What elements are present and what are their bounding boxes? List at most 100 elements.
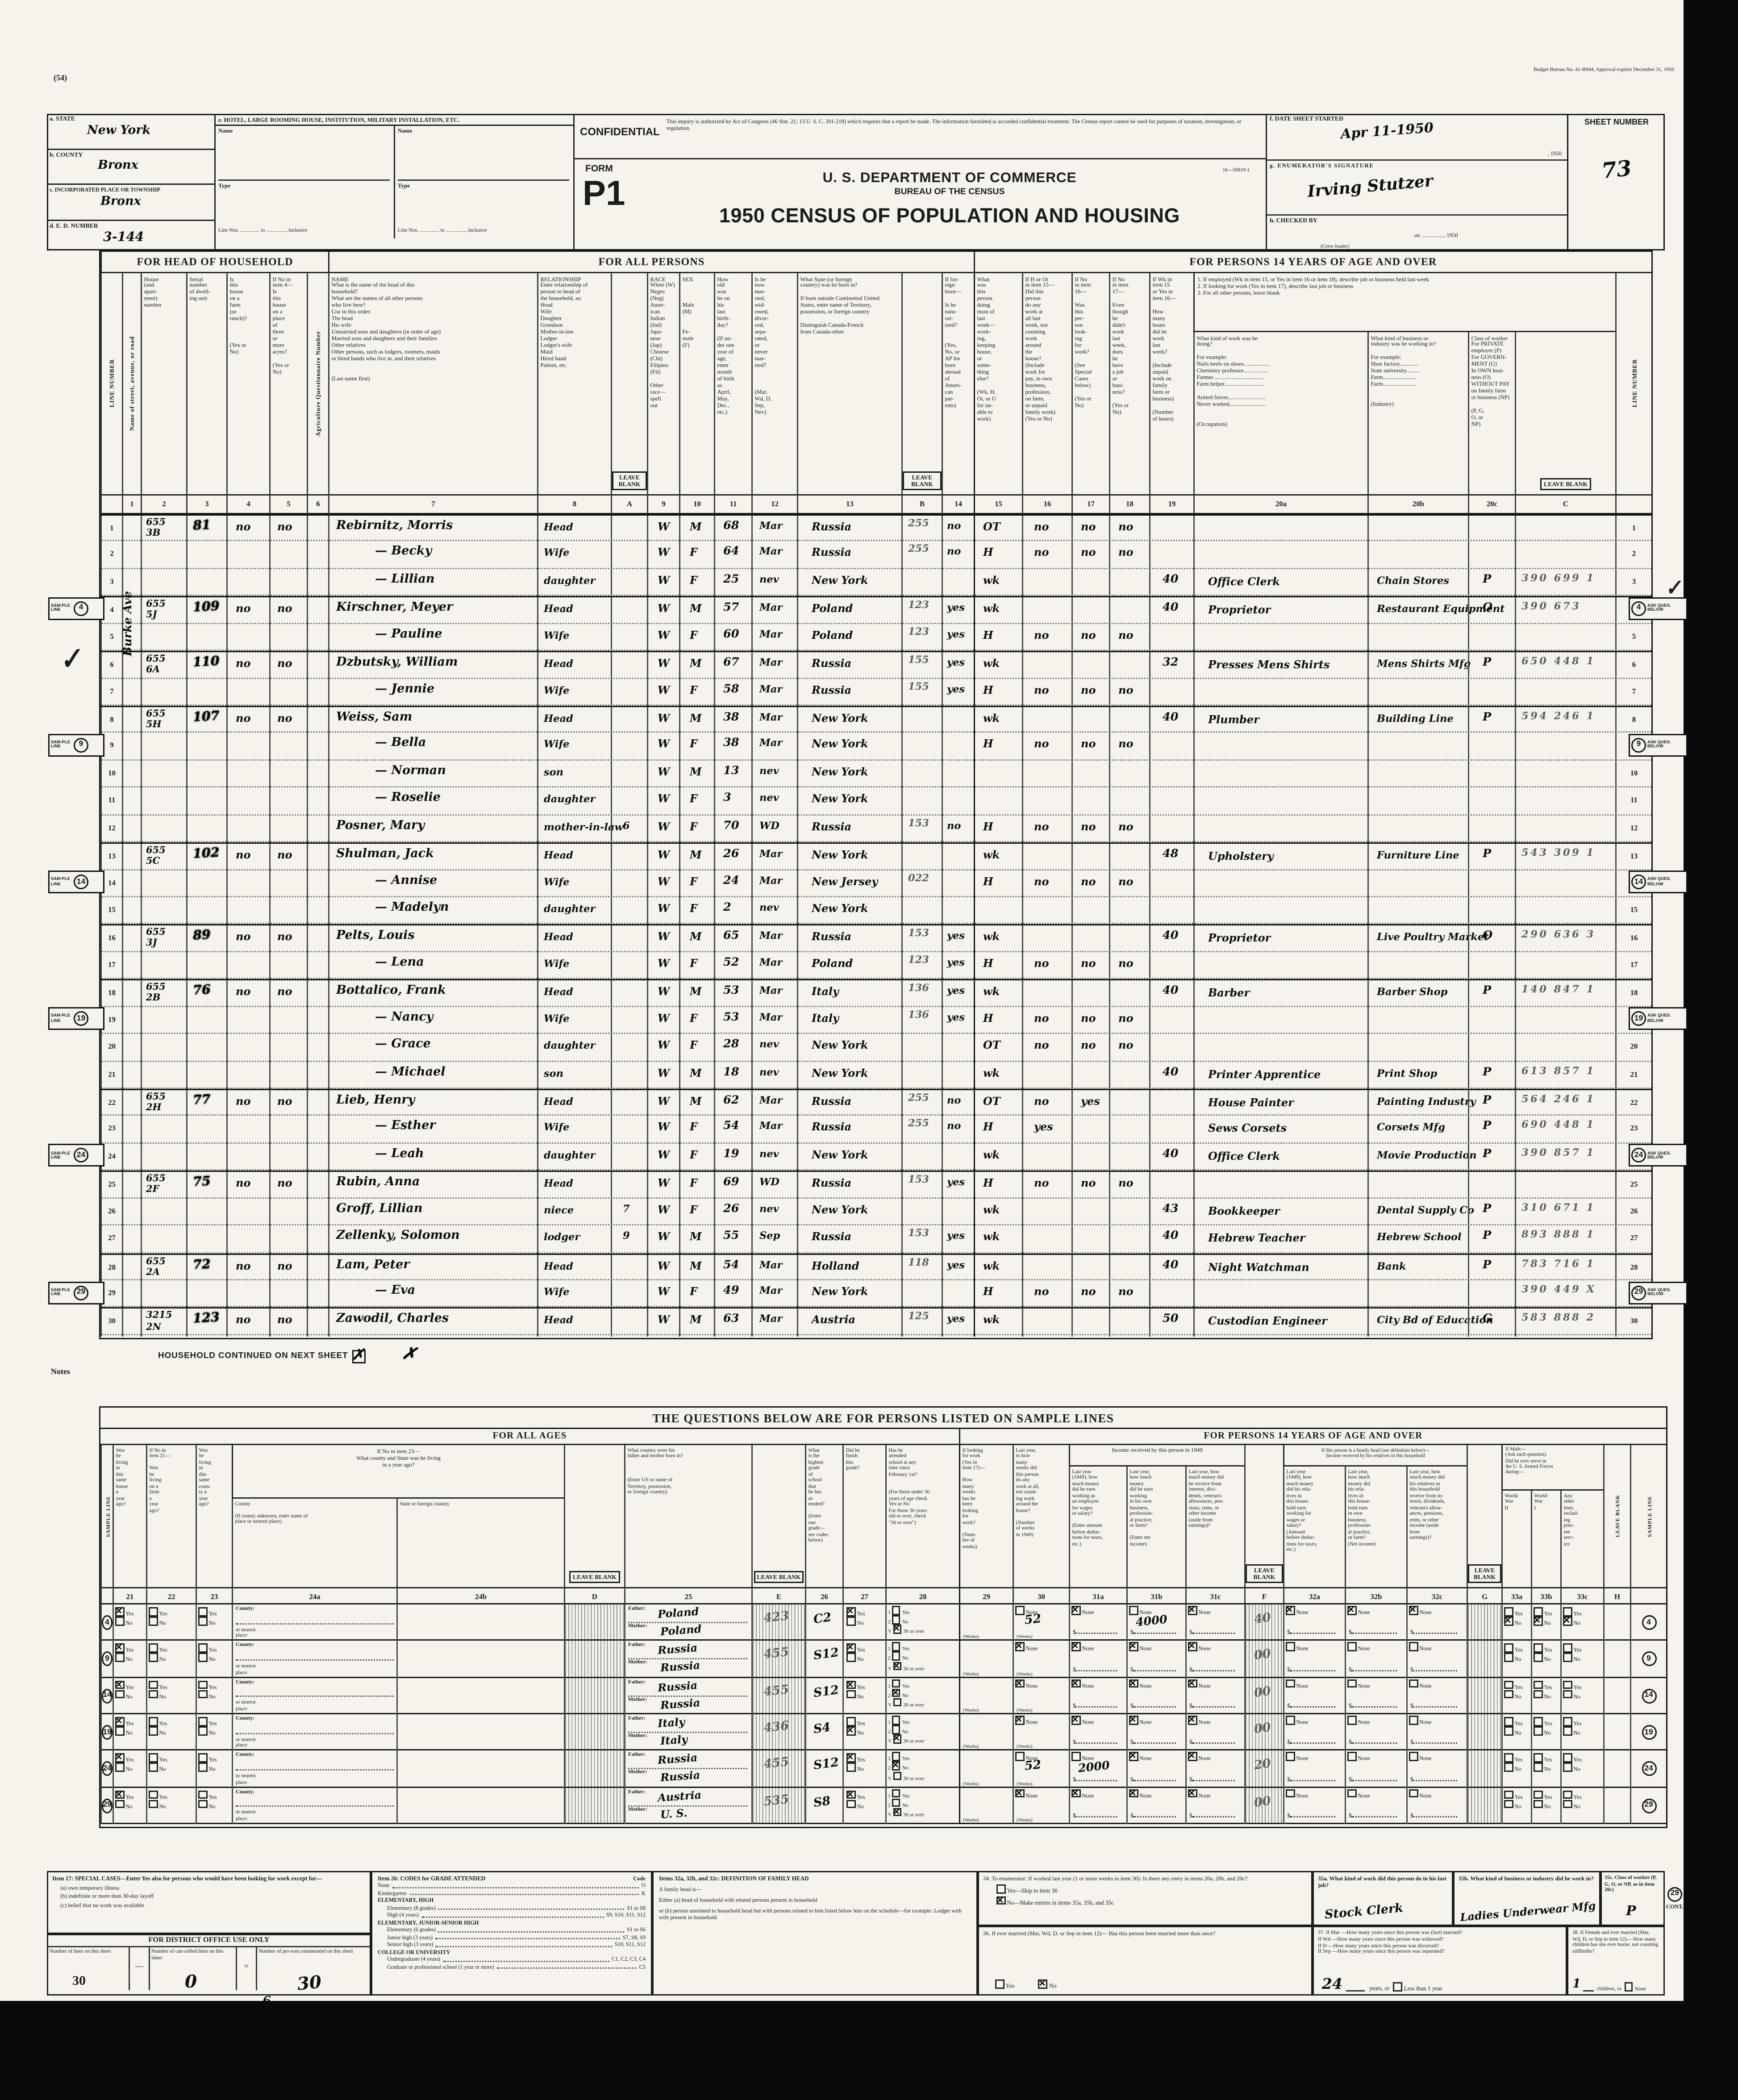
33b-yes: Yes (1534, 1680, 1560, 1690)
sample-cell-l29-30: None(Weeks) (1013, 1787, 1069, 1824)
33c-yes-checkbox (1563, 1643, 1572, 1653)
person-row-20: 20— Grace daughter W F 28 nev New York OT no no no… (100, 1034, 1651, 1062)
cell-r27-10: M (679, 1225, 714, 1253)
q21-yes: Yes (115, 1789, 146, 1800)
sample-leave-blank-G: LEAVE BLANK (1468, 1564, 1501, 1583)
occupation: Bookkeeper (1208, 1204, 1280, 1217)
sample-col-header-33b: World War I (1531, 1491, 1560, 1587)
grade-code-row-10: Undergraduate (4 years) C1, C2, C3, C4 (378, 1956, 646, 1963)
sex: M (690, 1258, 702, 1272)
cell-r29-6 (307, 1280, 328, 1308)
money-dots (1192, 1626, 1235, 1634)
cell-r10-12: nev (751, 760, 797, 788)
cell-r14-18: no (1109, 870, 1149, 897)
item-35a-box: 35a. What kind of work did this person d… (1313, 1871, 1453, 1926)
money-line-31a: $ (1073, 1736, 1117, 1746)
33c-no-checkbox (1563, 1653, 1572, 1662)
dwelling-serial: 72 (192, 1257, 211, 1273)
dwelling-serial: 76 (192, 983, 211, 999)
cell-r5-18: no (1109, 624, 1149, 651)
occupation: House Painter (1208, 1096, 1294, 1109)
looking-for-work: yes (1081, 1094, 1100, 1108)
special-cases-title: Item 17: SPECIAL CASES—Enter Yes also fo… (52, 1875, 322, 1882)
sex: M (690, 1229, 702, 1243)
cell-r2-2 (141, 542, 186, 569)
cell-r5-C (1515, 624, 1615, 651)
cell-r15-7: — Madelyn (328, 897, 537, 925)
sex: M (690, 1094, 702, 1108)
cell-r13-C: 543 309 1 (1515, 844, 1615, 871)
cell-r10-11: 13 (714, 760, 751, 788)
col-header-12: Is he now mar- ried, wid- owed, divor- c… (751, 273, 797, 494)
col-header-20c: Class of worker For PRIVATE employer (P)… (1468, 332, 1515, 494)
col-header-text-ln: LINE NUMBER (108, 359, 115, 408)
activity-last-week: wk (983, 930, 1000, 944)
sample-line-number: 29 (74, 1285, 88, 1300)
cell-r20-20a (1193, 1034, 1367, 1062)
person-row-27: 27 Zellenky, Solomon lodger 9 W M 55 Sep Russia 1… (100, 1225, 1651, 1253)
cell-r4-12: Mar (751, 597, 797, 625)
farm-answer: no (236, 520, 251, 533)
person-row-3: 3— Lillian daughter W F 25 nev New York wk 40 Off… (100, 569, 1651, 596)
cell-r23-20b: Corsets Mfg (1367, 1116, 1468, 1144)
occupation: Sews Corsets (1208, 1121, 1287, 1135)
item-34-text: 34. To enumerator: If worked last year (… (983, 1875, 1248, 1882)
cell-r11-1 (122, 788, 141, 816)
sample-line-badge-text: SAM-PLE LINE (51, 1150, 71, 1160)
cell-r14-20a (1193, 870, 1367, 897)
cell-r9-17: no (1071, 733, 1109, 761)
cell-r2-20c (1468, 542, 1515, 569)
farm-answer: no (236, 984, 251, 998)
col-number-ln (100, 494, 122, 514)
relationship: Head (544, 931, 573, 944)
marital-status: nev (759, 1202, 779, 1215)
q32b-none-checkbox (1347, 1679, 1356, 1688)
activity-last-week: wk (983, 1147, 1000, 1161)
sample-cell-l29-33c: Yes No (1560, 1787, 1603, 1824)
cell-r17-ln: 17 (100, 952, 122, 979)
naturalized: yes (947, 984, 965, 997)
col-header-text-18: If No in item 17— Even though he didn't … (1112, 275, 1129, 416)
cell-r9-A (611, 733, 647, 761)
code-b: 136 (908, 982, 929, 994)
mother-label: Mother: (628, 1731, 647, 1738)
col-header-text-lnr: LINE NUMBER (1630, 359, 1638, 408)
industry: Bank (1377, 1259, 1406, 1272)
cell-r2-5 (269, 542, 307, 569)
q22-yes: Yes (149, 1790, 196, 1800)
sample-cell-l19-23: Yes No (196, 1714, 232, 1751)
cell-r27-13: Russia (797, 1225, 901, 1253)
q23-no: No (198, 1653, 232, 1663)
cell-r16-18 (1109, 926, 1149, 954)
col-header-15: What was this person doing most of last … (974, 273, 1022, 494)
father-birthplace: Austria (657, 1787, 702, 1804)
cell-r19-6 (307, 1007, 328, 1034)
cell-r25-11: 69 (714, 1172, 751, 1200)
sample-cell-l24-H (1603, 1750, 1630, 1788)
occupation: Plumber (1208, 712, 1259, 726)
weeks-label: (Weeks) (963, 1707, 979, 1713)
code-b: 123 (908, 953, 929, 966)
hours-worked: 40 (1163, 573, 1179, 587)
cell-r10-lnr: 10 (1615, 760, 1651, 788)
col-header-17: If No in item 16— Was this per- son look… (1071, 273, 1109, 494)
code-a: 9 (623, 1229, 630, 1242)
q32b-none: None (1347, 1715, 1406, 1725)
cell-r15-13: New York (797, 897, 901, 925)
activity-last-week: wk (983, 1229, 1000, 1243)
money-line-31b: $ (1130, 1809, 1176, 1819)
cell-r1-lnr: 1 (1615, 516, 1651, 543)
relationship: Wife (544, 1286, 570, 1298)
money-dots (1290, 1663, 1336, 1671)
cell-r22-14: no (942, 1090, 974, 1118)
cell-r3-C: 390 699 1 (1515, 569, 1615, 596)
cell-r7-A (611, 678, 647, 706)
item-36-yes-checkbox (995, 1979, 1004, 1988)
cell-r18-1 (122, 980, 141, 1008)
cell-r24-11: 19 (714, 1143, 751, 1171)
cell-r20-1 (122, 1034, 141, 1062)
cell-r26-16 (1022, 1198, 1071, 1226)
mother-label: Mother: (628, 1804, 647, 1812)
race: W (658, 819, 670, 833)
